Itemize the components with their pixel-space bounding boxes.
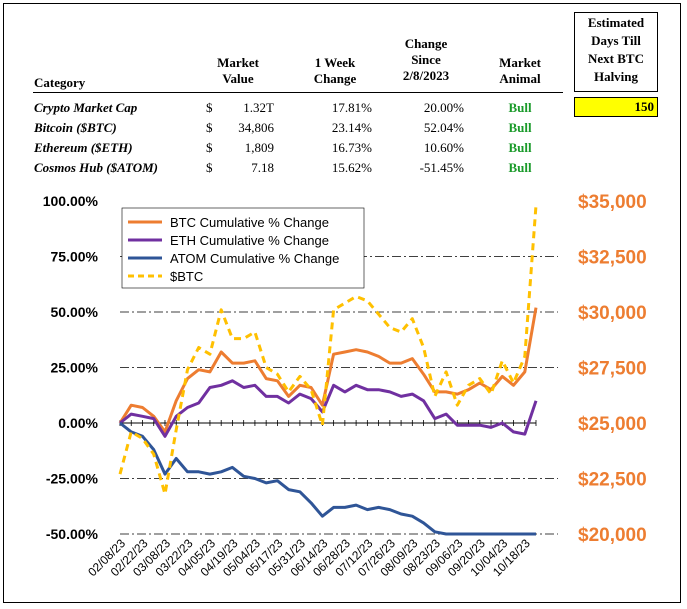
- row-label-cosmos-hub: Cosmos Hub ($ATOM): [34, 160, 159, 175]
- row-market-value: 7.18: [251, 160, 274, 175]
- right-tick-label: $22,500: [578, 470, 647, 491]
- left-axis-ticks: -50.00% -25.00% 0.00% 25.00% 50.00% 75.00% 100…: [43, 193, 99, 542]
- row-currency: $: [206, 100, 213, 115]
- eth-cumulative-change-line: [119, 379, 538, 438]
- header-market-value-line1: Market: [217, 55, 259, 70]
- legend-label: ETH Cumulative % Change: [170, 233, 329, 248]
- halving-title-line4: Halving: [593, 69, 639, 84]
- halving-title-box: Estimated Days Till Next BTC Halving: [574, 12, 658, 92]
- header-market-animal: Market Animal: [478, 55, 562, 87]
- header-since-line2: Since: [411, 52, 441, 67]
- row-change-since: -51.45%: [419, 160, 464, 175]
- row-label-crypto-market-cap: Crypto Market Cap: [34, 100, 138, 115]
- right-tick-label: $32,500: [578, 248, 647, 269]
- crypto-chart: -50.00% -25.00% 0.00% 25.00% 50.00% 75.00% 100…: [43, 192, 647, 579]
- row-week-change: 16.73%: [331, 140, 372, 155]
- legend-label: ATOM Cumulative % Change: [170, 251, 339, 266]
- row-change-since: 52.04%: [423, 120, 464, 135]
- right-tick-label: $25,000: [578, 414, 647, 435]
- left-tick-label: -25.00%: [46, 471, 99, 487]
- row-currency: $: [206, 160, 213, 175]
- row-market-animal: Bull: [508, 140, 532, 155]
- left-tick-label: -50.00%: [46, 526, 99, 542]
- left-tick-label: 75.00%: [51, 249, 99, 265]
- row-market-animal: Bull: [508, 160, 532, 175]
- header-market-value-line2: Value: [222, 71, 254, 86]
- right-axis-ticks: $20,000 $22,500 $25,000 $27,500 $30,000 $32,5…: [578, 192, 647, 546]
- chart-series: [118, 205, 538, 536]
- left-tick-label: 100.00%: [43, 193, 99, 209]
- legend-label: $BTC: [170, 269, 203, 284]
- header-since-line1: Change: [404, 36, 448, 51]
- row-week-change: 17.81%: [331, 100, 372, 115]
- header-week-change-line1: 1 Week: [314, 55, 356, 70]
- header-since-line3: 2/8/2023: [402, 68, 450, 83]
- halving-days-value: 150: [574, 97, 658, 117]
- row-market-value: 1.32T: [243, 100, 274, 115]
- atom-cumulative-change-line: [119, 421, 536, 536]
- left-tick-label: 25.00%: [51, 360, 99, 376]
- left-tick-label: 50.00%: [51, 304, 99, 320]
- header-category: Category: [34, 75, 86, 90]
- header-change-since: Change Since 2/8/2023: [384, 36, 468, 84]
- row-market-animal: Bull: [508, 120, 532, 135]
- row-market-value: 34,806: [238, 120, 274, 135]
- left-tick-label: 0.00%: [58, 415, 98, 431]
- header-underline: [33, 92, 563, 93]
- chart-legend: BTC Cumulative % Change ETH Cumulative % …: [121, 207, 365, 289]
- row-change-since: 10.60%: [423, 140, 464, 155]
- row-market-animal: Bull: [508, 100, 532, 115]
- row-currency: $: [206, 120, 213, 135]
- halving-title-line2: Days Till: [591, 33, 641, 48]
- row-week-change: 15.62%: [331, 160, 372, 175]
- halving-title-line1: Estimated: [587, 15, 645, 30]
- x-axis-ticks: 02/08/2302/22/2303/08/2303/22/2304/05/23…: [85, 536, 533, 579]
- header-animal-line1: Market: [499, 55, 541, 70]
- legend-label: BTC Cumulative % Change: [170, 215, 329, 230]
- header-week-change: 1 Week Change: [292, 55, 378, 87]
- outer-frame: [3, 3, 681, 603]
- chart-gridlines: [119, 256, 558, 535]
- right-tick-label: $35,000: [578, 192, 647, 213]
- row-change-since: 20.00%: [423, 100, 464, 115]
- row-currency: $: [206, 140, 213, 155]
- row-label-ethereum: Ethereum ($ETH): [34, 140, 133, 155]
- right-tick-label: $30,000: [578, 303, 647, 324]
- row-week-change: 23.14%: [331, 120, 372, 135]
- header-market-value: Market Value: [192, 55, 284, 87]
- row-market-value: 1,809: [244, 140, 274, 155]
- legend-box: [121, 207, 365, 289]
- header-animal-line2: Animal: [499, 71, 541, 86]
- row-label-bitcoin: Bitcoin ($BTC): [34, 120, 117, 135]
- right-tick-label: $20,000: [578, 525, 647, 546]
- right-tick-label: $27,500: [578, 359, 647, 380]
- halving-title-line3: Next BTC: [588, 51, 644, 66]
- header-week-change-line2: Change: [313, 71, 357, 86]
